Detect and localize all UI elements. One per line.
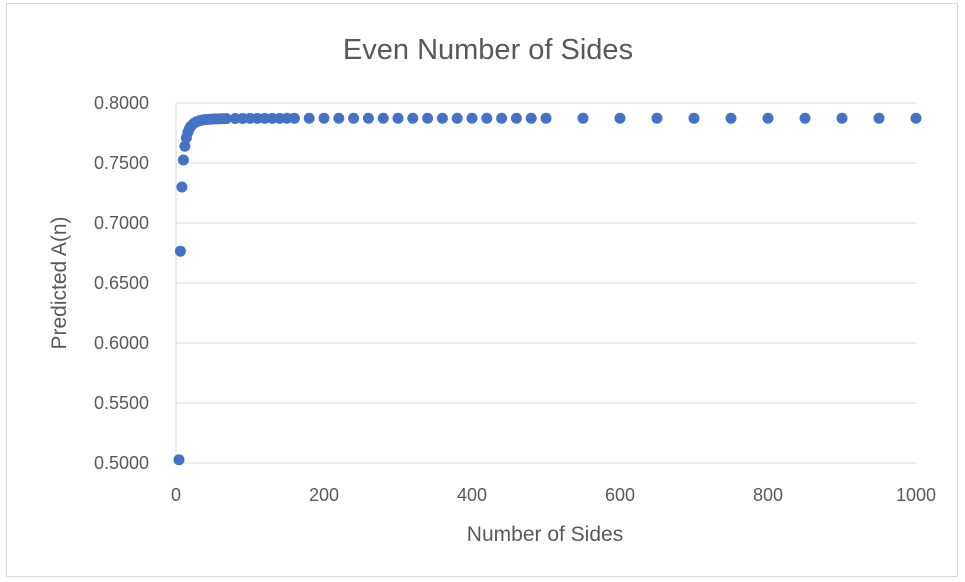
data-point [362, 112, 374, 124]
data-point [176, 181, 188, 193]
y-tick-label: 0.6500 [94, 273, 149, 293]
data-point [333, 112, 345, 124]
x-axis-title: Number of Sides [467, 523, 623, 546]
data-point [392, 112, 404, 124]
data-point [179, 140, 191, 152]
data-point [220, 113, 232, 125]
data-point [496, 112, 508, 124]
y-tick-label: 0.5000 [94, 453, 149, 473]
data-point [422, 112, 434, 124]
data-point [303, 112, 315, 124]
y-tick-label: 0.7000 [94, 213, 149, 233]
data-point [407, 112, 419, 124]
data-point [436, 112, 448, 124]
x-axis-ticks: 0 200 400 600 800 1000 [171, 485, 936, 505]
data-point [651, 112, 663, 124]
x-tick-label: 0 [171, 485, 181, 505]
data-point [577, 112, 589, 124]
data-point [688, 112, 700, 124]
data-point [177, 154, 189, 166]
x-tick-label: 200 [309, 485, 339, 505]
x-tick-label: 600 [605, 485, 635, 505]
data-point [451, 112, 463, 124]
data-point [725, 112, 737, 124]
data-point [525, 112, 537, 124]
data-point [174, 245, 186, 257]
y-axis-title: Predicted A(n) [48, 216, 71, 349]
data-point [762, 112, 774, 124]
y-tick-label: 0.5500 [94, 393, 149, 413]
y-axis-ticks: 0.5000 0.5500 0.6000 0.6500 0.7000 0.7500 0.80… [94, 93, 149, 473]
data-point [348, 112, 360, 124]
y-tick-label: 0.8000 [94, 93, 149, 113]
data-point [614, 112, 626, 124]
data-point [466, 112, 478, 124]
data-points [173, 112, 922, 466]
x-tick-label: 1000 [896, 485, 936, 505]
data-point [510, 112, 522, 124]
data-point [836, 112, 848, 124]
data-point [910, 112, 922, 124]
data-point [540, 112, 552, 124]
chart-title: Even Number of Sides [343, 34, 633, 66]
chart-area [6, 3, 958, 577]
data-point [799, 112, 811, 124]
data-point [318, 112, 330, 124]
x-tick-label: 800 [753, 485, 783, 505]
data-point [873, 112, 885, 124]
data-point [173, 454, 185, 466]
data-point [377, 112, 389, 124]
gridlines [175, 102, 916, 464]
y-tick-label: 0.7500 [94, 153, 149, 173]
y-tick-label: 0.6000 [94, 333, 149, 353]
x-tick-label: 400 [457, 485, 487, 505]
data-point [288, 112, 300, 124]
data-point [481, 112, 493, 124]
